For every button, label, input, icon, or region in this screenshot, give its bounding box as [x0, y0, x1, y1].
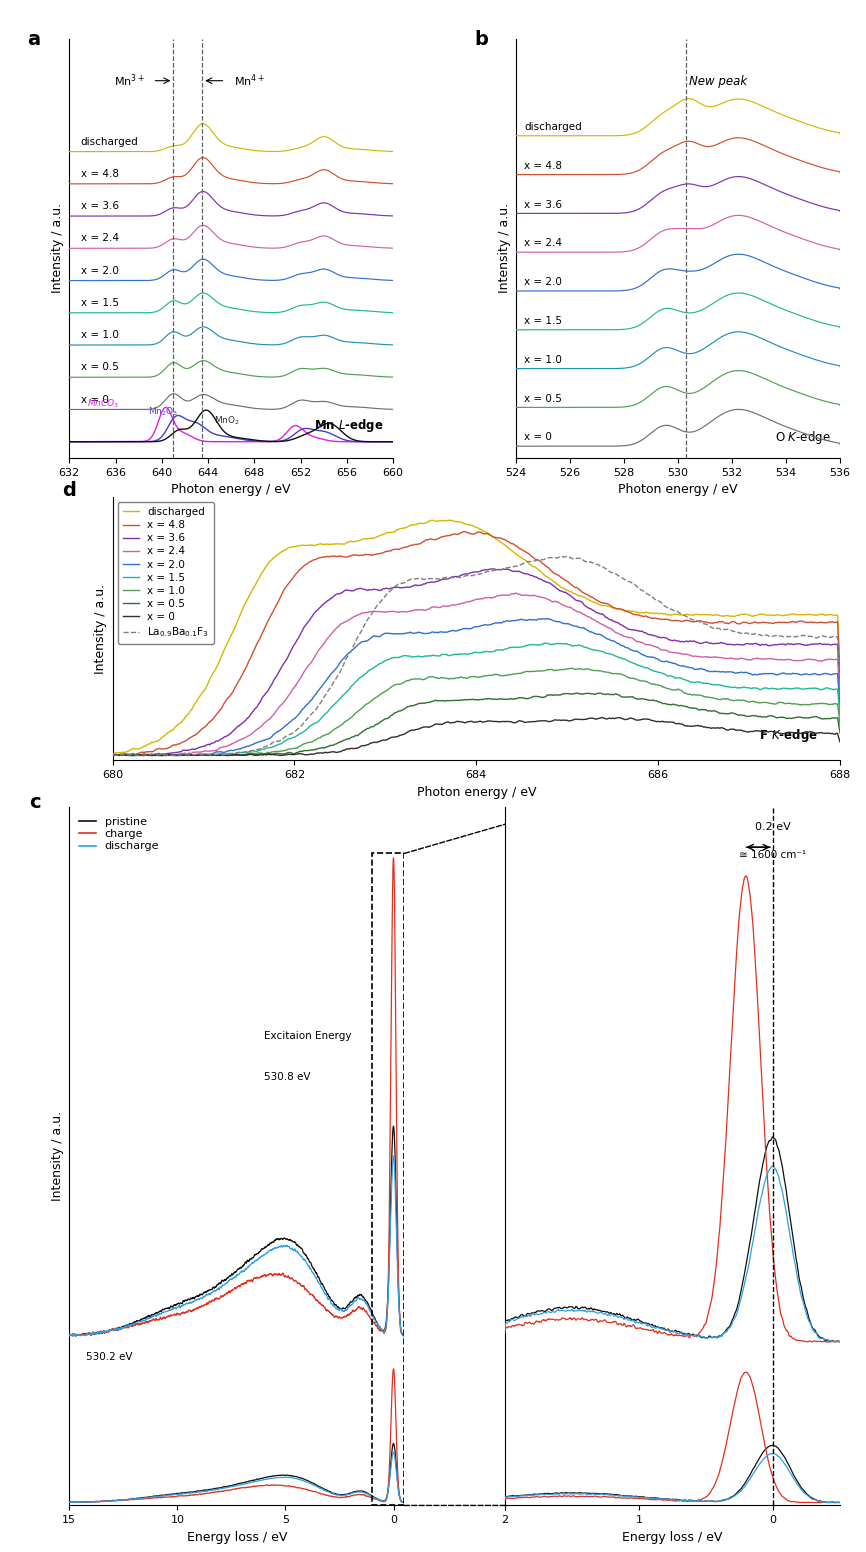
- Text: x = 3.6: x = 3.6: [81, 202, 119, 211]
- Text: O $\it{K}$-edge: O $\it{K}$-edge: [774, 428, 830, 445]
- X-axis label: Energy loss / eV: Energy loss / eV: [187, 1530, 287, 1544]
- Y-axis label: Intensity / a.u.: Intensity / a.u.: [498, 203, 511, 293]
- Text: discharged: discharged: [81, 137, 139, 147]
- Text: MnO$_2$: MnO$_2$: [214, 414, 240, 427]
- Text: a: a: [27, 31, 41, 50]
- Text: Mn$^{4+}$: Mn$^{4+}$: [234, 73, 264, 88]
- X-axis label: Photon energy / eV: Photon energy / eV: [417, 785, 536, 799]
- Legend: discharged, x = 4.8, x = 3.6, x = 2.4, x = 2.0, x = 1.5, x = 1.0, x = 0.5, x = 0: discharged, x = 4.8, x = 3.6, x = 2.4, x…: [118, 501, 214, 644]
- Y-axis label: Intensity / a.u.: Intensity / a.u.: [51, 203, 64, 293]
- X-axis label: Energy loss / eV: Energy loss / eV: [623, 1530, 722, 1544]
- Text: Mn $\it{L}$-edge: Mn $\it{L}$-edge: [313, 416, 384, 433]
- Text: x = 1.5: x = 1.5: [524, 317, 562, 326]
- X-axis label: Photon energy / eV: Photon energy / eV: [618, 483, 738, 497]
- X-axis label: Photon energy / eV: Photon energy / eV: [171, 483, 291, 497]
- Text: x = 0.5: x = 0.5: [81, 363, 119, 372]
- Y-axis label: Intensity / a.u.: Intensity / a.u.: [51, 1111, 64, 1201]
- Text: MnCO$_3$: MnCO$_3$: [87, 397, 119, 410]
- Text: 530.8 eV: 530.8 eV: [263, 1072, 310, 1082]
- Text: d: d: [61, 481, 75, 500]
- Text: x = 4.8: x = 4.8: [524, 161, 562, 171]
- Y-axis label: Intensity / a.u.: Intensity / a.u.: [94, 584, 107, 674]
- Text: x = 2.0: x = 2.0: [81, 265, 119, 276]
- Text: x = 2.4: x = 2.4: [524, 239, 562, 248]
- Text: b: b: [474, 31, 488, 50]
- Text: x = 4.8: x = 4.8: [81, 169, 119, 178]
- Text: Excitaion Energy: Excitaion Energy: [263, 1031, 351, 1040]
- Text: x = 1.0: x = 1.0: [524, 355, 562, 365]
- Text: x = 1.0: x = 1.0: [81, 331, 119, 340]
- Text: discharged: discharged: [524, 123, 582, 132]
- Text: x = 1.5: x = 1.5: [81, 298, 119, 307]
- Text: New peak: New peak: [688, 76, 747, 88]
- Text: 0.2 eV: 0.2 eV: [755, 823, 791, 832]
- Text: x = 0: x = 0: [81, 394, 109, 405]
- Text: c: c: [29, 793, 41, 812]
- Text: Mn$^{3+}$: Mn$^{3+}$: [113, 73, 145, 88]
- Text: x = 2.0: x = 2.0: [524, 278, 562, 287]
- Legend: pristine, charge, discharge: pristine, charge, discharge: [74, 813, 164, 857]
- Text: x = 0: x = 0: [524, 433, 553, 442]
- Text: x = 0.5: x = 0.5: [524, 394, 562, 404]
- Text: Mn$_2$O$_3$: Mn$_2$O$_3$: [148, 405, 178, 417]
- Text: x = 3.6: x = 3.6: [524, 200, 562, 210]
- Text: ≅ 1600 cm⁻¹: ≅ 1600 cm⁻¹: [740, 850, 806, 860]
- Text: x = 2.4: x = 2.4: [81, 233, 119, 244]
- Text: 530.2 eV: 530.2 eV: [86, 1352, 132, 1361]
- Text: F $\it{K}$-edge: F $\it{K}$-edge: [759, 728, 818, 745]
